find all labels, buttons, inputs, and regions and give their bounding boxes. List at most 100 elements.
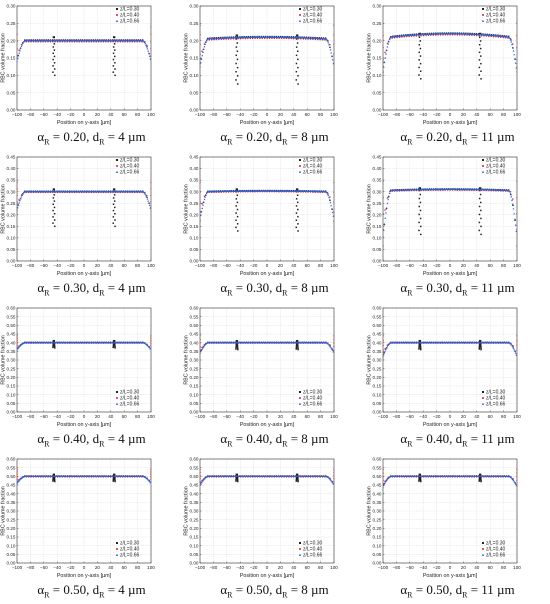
point-black — [419, 343, 422, 346]
series-group — [200, 468, 334, 486]
legend-label: z/L=0.40 — [303, 547, 323, 553]
point-black — [295, 79, 298, 81]
caption-alpha: α — [37, 280, 45, 295]
point-red — [383, 22, 384, 25]
caption-alpha: α — [400, 280, 408, 295]
point-blue — [201, 54, 204, 57]
point-black — [101, 39, 103, 41]
point-red — [333, 191, 334, 193]
x-tick-label: −60 — [40, 414, 48, 419]
point-red — [150, 473, 151, 476]
point-black — [54, 74, 56, 77]
point-blue — [200, 218, 201, 221]
legend-label: z/L=0.40 — [486, 396, 506, 402]
y-axis-label: RBC volume fraction — [1, 486, 7, 535]
point-black — [480, 233, 482, 236]
point-black — [505, 35, 508, 37]
y-tick-label: 0.20 — [7, 375, 16, 380]
point-red — [201, 202, 203, 205]
x-tick-label: 20 — [278, 263, 284, 268]
point-black — [235, 38, 238, 40]
chart-panel-12: 0.00 0.05 0.10 0.15 0.20 0.25 0.30 0.35 0.40 0.45… — [366, 453, 549, 604]
y-tick-label: 0.10 — [373, 543, 382, 548]
chart-panel-4: 0.00 0.05 0.10 0.15 0.20 0.25 0.30 0.35 0.40 0.45… — [0, 151, 183, 302]
caption-alpha-value: = 0.30, — [232, 280, 276, 295]
point-black — [53, 344, 56, 346]
point-red — [333, 63, 334, 65]
legend-marker — [481, 402, 485, 405]
legend-marker — [115, 19, 119, 22]
point-red — [516, 245, 517, 247]
x-tick-label: −80 — [27, 263, 35, 268]
point-blue — [146, 197, 149, 200]
point-black — [478, 213, 481, 216]
point-blue — [384, 217, 387, 219]
point-black — [305, 36, 308, 38]
panel-caption: αR = 0.30, dR = 8 µm — [183, 280, 366, 298]
chart-svg: 0.00 0.05 0.10 0.15 0.20 0.25 0.30 0.35 0.40 0.45… — [1, 155, 156, 277]
x-tick-label: 60 — [122, 414, 128, 419]
point-black — [418, 44, 421, 46]
y-tick-label: 0.50 — [7, 474, 16, 479]
chart-svg: 0.00 0.05 0.10 0.15 0.20 0.25 0.30 0.35 0.40 0.45… — [1, 306, 156, 428]
point-black — [284, 35, 286, 38]
caption-d-value: = 11 µm — [467, 129, 515, 144]
point-black — [52, 216, 54, 218]
x-tick-label: −20 — [250, 565, 258, 570]
point-black — [507, 35, 510, 38]
point-blue — [329, 478, 332, 481]
point-black — [419, 225, 422, 228]
point-black — [418, 477, 421, 479]
point-black — [52, 477, 55, 479]
x-tick-label: 100 — [513, 414, 521, 419]
point-black — [392, 35, 394, 37]
point-blue — [327, 41, 330, 44]
point-blue — [510, 40, 513, 43]
point-black — [52, 478, 54, 480]
point-red — [384, 209, 386, 211]
point-blue — [329, 345, 332, 348]
y-tick-label: 0.35 — [7, 500, 16, 505]
y-tick-label: 0.50 — [190, 474, 199, 479]
caption-d-value: = 4 µm — [104, 280, 146, 295]
x-tick-label: 20 — [461, 263, 467, 268]
point-blue — [512, 207, 515, 210]
y-tick-label: 0.30 — [7, 358, 16, 363]
point-blue — [149, 481, 151, 484]
y-tick-label: 0.00 — [7, 108, 16, 113]
point-black — [235, 473, 239, 476]
point-red — [17, 33, 18, 35]
point-black — [235, 212, 237, 214]
y-tick-label: 0.20 — [373, 526, 382, 531]
x-tick-label: 80 — [135, 263, 141, 268]
point-black — [479, 201, 482, 204]
point-black — [419, 193, 422, 196]
point-blue — [383, 351, 386, 354]
x-axis-label: Position on y-axis [µm] — [423, 120, 478, 126]
point-blue — [19, 47, 22, 50]
point-black — [480, 78, 482, 80]
x-tick-label: −80 — [393, 263, 401, 268]
point-black — [419, 347, 422, 350]
x-tick-label: −80 — [210, 565, 218, 570]
y-tick-label: 0.10 — [190, 392, 199, 397]
x-tick-label: 80 — [318, 263, 324, 268]
point-blue — [512, 479, 515, 482]
point-blue — [21, 194, 24, 196]
x-tick-label: −60 — [406, 414, 414, 419]
x-tick-label: −20 — [433, 565, 441, 570]
point-blue — [147, 478, 150, 481]
x-tick-label: −60 — [223, 263, 231, 268]
point-black — [478, 476, 481, 479]
y-tick-label: 0.45 — [373, 155, 382, 160]
point-black — [235, 478, 237, 480]
x-tick-label: −100 — [195, 565, 206, 570]
point-blue — [18, 201, 21, 204]
chart-panel-8: 0.00 0.05 0.10 0.15 0.20 0.25 0.30 0.35 0.40 0.45… — [183, 302, 366, 453]
point-black — [237, 480, 239, 483]
chart-panel-5: 0.00 0.05 0.10 0.15 0.20 0.25 0.30 0.35 0.40 0.45… — [183, 151, 366, 302]
point-black — [51, 39, 54, 41]
y-tick-label: 0.10 — [373, 392, 382, 397]
point-black — [254, 189, 256, 192]
